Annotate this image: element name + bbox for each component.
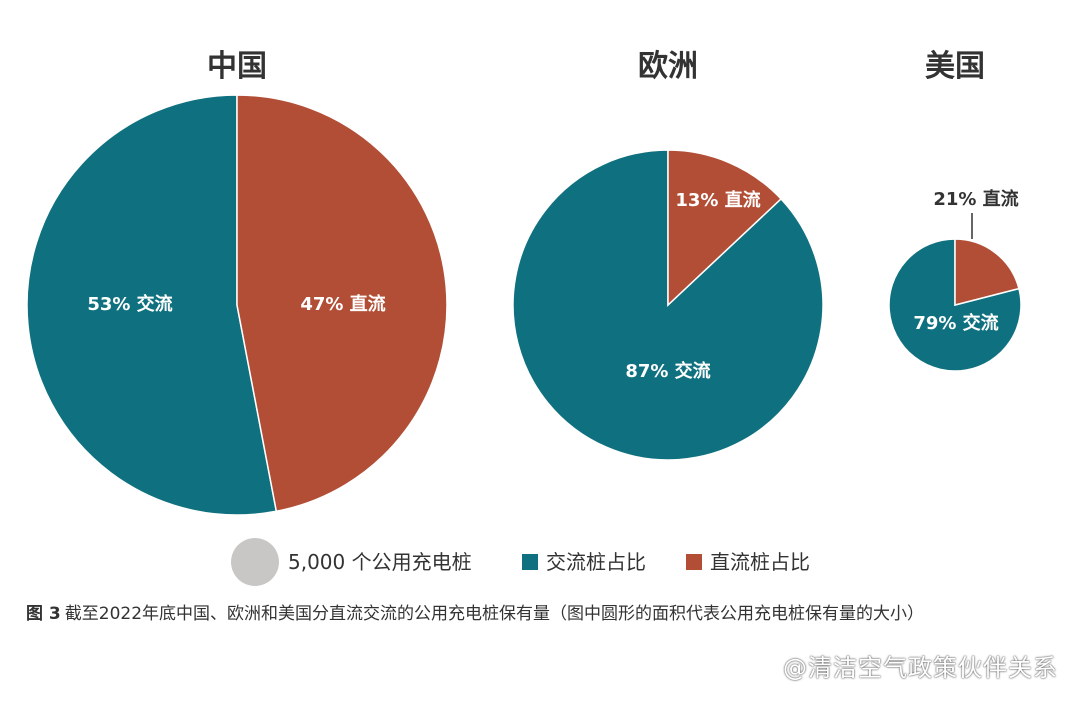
pie-usa: 美国 21% 直流 79% 交流	[888, 49, 1022, 372]
legend-swatch-dc	[686, 554, 702, 570]
legend: 5,000 个公用充电桩 交流桩占比 直流桩占比	[231, 538, 810, 586]
pie-china: 中国 53% 交流 47% 直流	[26, 49, 448, 516]
slice-label-china-ac: 53% 交流	[87, 293, 172, 315]
legend-swatch-ac	[522, 554, 538, 570]
figure-caption: 图 3 截至2022年底中国、欧洲和美国分直流交流的公用充电桩保有量（图中圆形的面…	[26, 601, 1046, 628]
pie-europe: 欧洲 87% 交流 13% 直流	[512, 49, 824, 461]
caption-text: 截至2022年底中国、欧洲和美国分直流交流的公用充电桩保有量（图中圆形的面积代表…	[64, 604, 925, 624]
pie-title-china: 中国	[207, 49, 267, 84]
figure-number: 图 3	[26, 604, 61, 624]
slice-usa-dc	[954, 238, 1020, 306]
slice-europe-dc	[667, 149, 783, 307]
legend-size-circle	[231, 538, 279, 586]
slice-label-china-dc: 47% 直流	[300, 293, 385, 315]
slice-china-dc	[236, 94, 448, 513]
slice-label-europe-ac: 87% 交流	[625, 360, 710, 382]
slice-label-usa-ac: 79% 交流	[913, 312, 998, 334]
pie-title-europe: 欧洲	[638, 49, 698, 84]
slice-label-europe-dc: 13% 直流	[675, 189, 760, 211]
legend-label-dc: 直流桩占比	[710, 550, 810, 574]
charts-area: 中国 53% 交流 47% 直流 欧洲 87% 交流 13% 直流 美国 21%…	[26, 49, 1022, 586]
slice-label-usa-dc: 21% 直流	[933, 188, 1018, 210]
watermark: @清洁空气政策伙伴关系	[783, 654, 1058, 682]
legend-label-ac: 交流桩占比	[546, 550, 646, 574]
slice-china-ac	[26, 94, 278, 516]
pie-title-usa: 美国	[925, 49, 985, 84]
legend-label-size: 5,000 个公用充电桩	[288, 550, 472, 574]
